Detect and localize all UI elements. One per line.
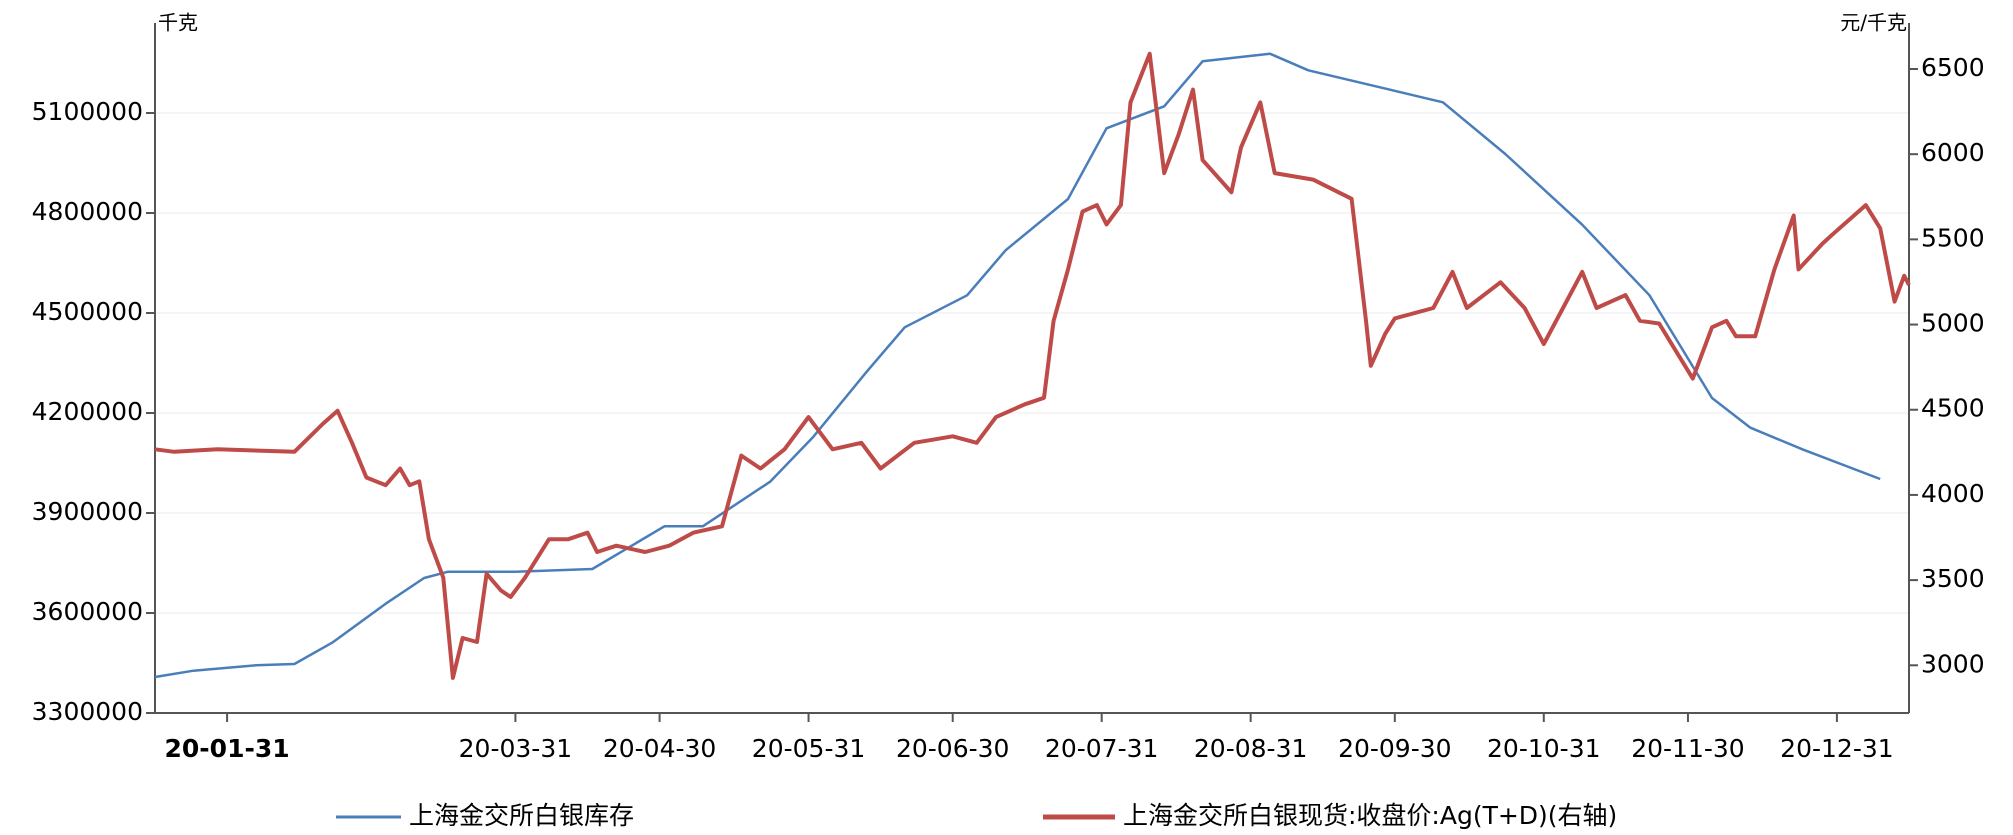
y-tick-label: 4200000	[32, 397, 143, 426]
y2-tick-label: 3000	[1921, 649, 1985, 678]
x-tick-label: 20-05-31	[752, 734, 865, 763]
y-axis-unit: 千克	[158, 11, 198, 35]
x-tick-label: 20-07-31	[1045, 734, 1158, 763]
x-tick-label: 20-01-31	[165, 734, 290, 763]
y2-tick-label: 5000	[1921, 309, 1985, 338]
y-tick-label: 4800000	[32, 197, 143, 226]
y2-tick-label: 4500	[1921, 394, 1985, 423]
y2-axis-unit: 元/千克	[1840, 11, 1907, 35]
series-line	[154, 51, 1911, 680]
y2-tick-label: 4000	[1921, 479, 1985, 508]
y-tick-label: 5100000	[32, 97, 143, 126]
x-tick-label: 20-08-31	[1194, 734, 1307, 763]
y2-tick-label: 6000	[1921, 138, 1985, 167]
y-tick-label: 4500000	[32, 297, 143, 326]
x-tick-label: 20-10-31	[1487, 734, 1600, 763]
series-line	[154, 52, 1881, 679]
y-tick-label: 3900000	[32, 497, 143, 526]
y2-tick-label: 6500	[1921, 53, 1985, 82]
legend-label: 上海金交所白银现货:收盘价:Ag(T+D)(右轴)	[1123, 801, 1617, 830]
legend-label: 上海金交所白银库存	[409, 801, 634, 830]
x-tick-label: 20-03-31	[459, 734, 572, 763]
x-tick-label: 20-06-30	[896, 734, 1009, 763]
x-tick-label: 20-11-30	[1631, 734, 1744, 763]
y2-tick-label: 5500	[1921, 223, 1985, 252]
x-tick-label: 20-12-31	[1780, 734, 1893, 763]
y-tick-label: 3600000	[32, 597, 143, 626]
x-tick-label: 20-04-30	[603, 734, 716, 763]
y-tick-label: 3300000	[32, 697, 143, 726]
y2-tick-label: 3500	[1921, 564, 1985, 593]
x-tick-label: 20-09-30	[1338, 734, 1451, 763]
